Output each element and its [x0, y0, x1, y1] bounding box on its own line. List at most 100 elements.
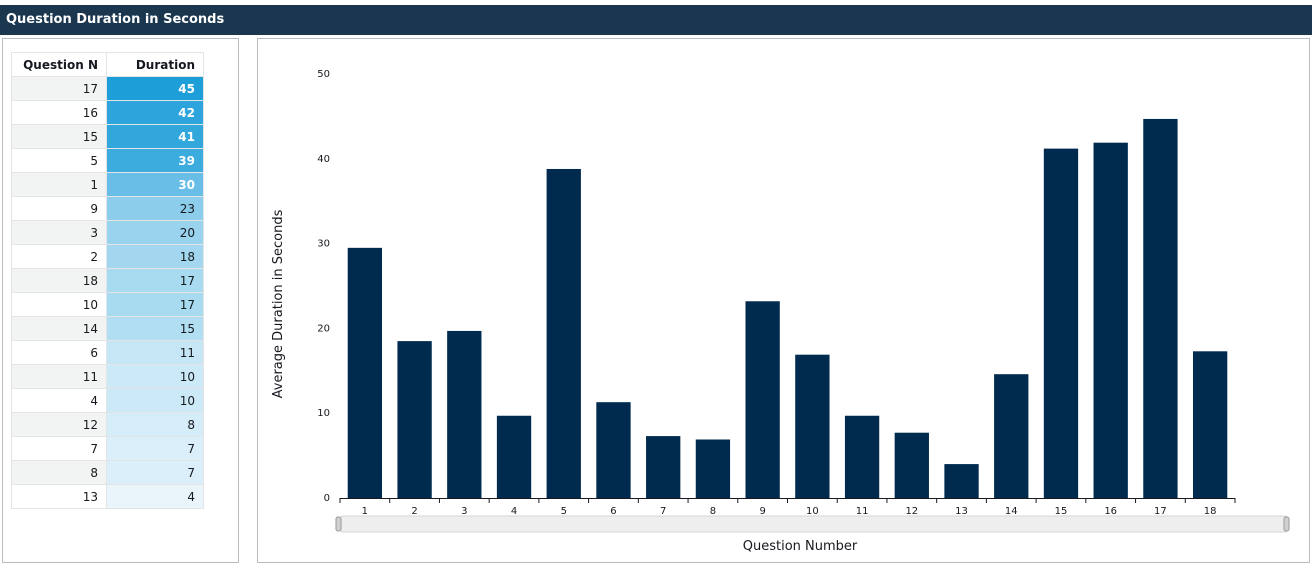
- question-number-cell: 12: [11, 412, 107, 437]
- y-tick-label: 30: [317, 239, 330, 250]
- duration-cell: 39: [106, 148, 204, 173]
- table-row[interactable]: 15 41: [11, 124, 204, 149]
- duration-cell: 30: [106, 172, 204, 197]
- x-tick-label: 9: [759, 506, 765, 517]
- range-scrollbar[interactable]: [339, 515, 1289, 533]
- bar-question-17[interactable]: [1143, 118, 1178, 498]
- bar-question-4[interactable]: [496, 415, 532, 498]
- duration-cell: 41: [106, 124, 204, 149]
- duration-cell: 17: [106, 268, 204, 293]
- table-row[interactable]: 13 4: [11, 484, 204, 509]
- question-number-cell: 13: [11, 484, 107, 509]
- question-number-cell: 2: [11, 244, 107, 269]
- table-row[interactable]: 5 39: [11, 148, 204, 173]
- x-tick-label: 7: [660, 506, 666, 517]
- table-row[interactable]: 11 10: [11, 364, 204, 389]
- x-tick-label: 17: [1154, 506, 1167, 517]
- bar-question-10[interactable]: [795, 354, 830, 498]
- duration-cell: 45: [106, 76, 204, 101]
- table-row[interactable]: 18 17: [11, 268, 204, 293]
- bar-question-2[interactable]: [397, 341, 432, 498]
- range-handle-left[interactable]: [335, 516, 342, 532]
- x-tick-label: 1: [362, 506, 368, 517]
- x-tick-label: 5: [561, 506, 567, 517]
- bar-question-3[interactable]: [447, 330, 482, 498]
- table-body: 17 45 16 42 15 41 5 39 1 30 9 23 3 20 2 18 18 17 10 17 14 15 6…: [11, 76, 204, 509]
- question-number-cell: 14: [11, 316, 107, 341]
- bar-question-12[interactable]: [894, 432, 929, 498]
- bar-question-9[interactable]: [745, 301, 780, 498]
- table-row[interactable]: 6 11: [11, 340, 204, 365]
- bar-question-11[interactable]: [844, 415, 880, 498]
- duration-table: Question N Duration 17 45 16 42 15 41 5 39 1 30 9 2…: [11, 52, 204, 509]
- duration-table-panel: Question N Duration 17 45 16 42 15 41 5 39 1 30 9 2…: [2, 38, 239, 563]
- x-tick-label: 14: [1005, 506, 1018, 517]
- question-number-cell: 4: [11, 388, 107, 413]
- table-row[interactable]: 10 17: [11, 292, 204, 317]
- question-number-cell: 8: [11, 460, 107, 485]
- table-row[interactable]: 2 18: [11, 244, 204, 269]
- x-axis-title: Question Number: [743, 539, 858, 554]
- bar-question-14[interactable]: [994, 374, 1029, 498]
- duration-cell: 10: [106, 388, 204, 413]
- duration-cell: 42: [106, 100, 204, 125]
- duration-cell: 10: [106, 364, 204, 389]
- bar-question-7[interactable]: [646, 436, 681, 498]
- y-tick-label: 10: [317, 408, 330, 419]
- x-tick-label: 12: [905, 506, 918, 517]
- duration-cell: 17: [106, 292, 204, 317]
- question-number-cell: 10: [11, 292, 107, 317]
- table-row[interactable]: 14 15: [11, 316, 204, 341]
- duration-cell: 7: [106, 460, 204, 485]
- bar-question-15[interactable]: [1043, 148, 1079, 498]
- table-row[interactable]: 16 42: [11, 100, 204, 125]
- question-number-cell: 11: [11, 364, 107, 389]
- duration-cell: 7: [106, 436, 204, 461]
- bar-question-1[interactable]: [347, 247, 383, 498]
- duration-cell: 4: [106, 484, 204, 509]
- duration-cell: 20: [106, 220, 204, 245]
- bar-question-5[interactable]: [546, 168, 581, 498]
- x-tick-label: 8: [710, 506, 716, 517]
- bar-question-8[interactable]: [695, 439, 731, 498]
- bar-chart-panel: 0 10 20 30 40 50 1 2 3 4 5 6 7 8 9 10 11 12 13 14 15 16 17 18 Qu…: [257, 38, 1310, 563]
- question-number-cell: 17: [11, 76, 107, 101]
- duration-cell: 11: [106, 340, 204, 365]
- question-number-cell: 6: [11, 340, 107, 365]
- x-tick-label: 2: [411, 506, 417, 517]
- table-row[interactable]: 9 23: [11, 196, 204, 221]
- column-header-duration[interactable]: Duration: [106, 52, 204, 77]
- duration-cell: 18: [106, 244, 204, 269]
- bar-question-16[interactable]: [1093, 142, 1128, 499]
- column-header-question[interactable]: Question N: [11, 52, 107, 77]
- x-tick-label: 15: [1055, 506, 1068, 517]
- question-number-cell: 5: [11, 148, 107, 173]
- table-header-row: Question N Duration: [11, 52, 204, 77]
- x-tick-label: 13: [955, 506, 968, 517]
- bar-question-13[interactable]: [944, 464, 979, 498]
- table-row[interactable]: 1 30: [11, 172, 204, 197]
- range-handle-right[interactable]: [1283, 516, 1290, 532]
- table-row[interactable]: 17 45: [11, 76, 204, 101]
- table-row[interactable]: 3 20: [11, 220, 204, 245]
- x-tick-label: 4: [511, 506, 517, 517]
- x-tick-label: 18: [1204, 506, 1217, 517]
- x-tick-label: 6: [610, 506, 616, 517]
- y-tick-label: 0: [324, 493, 330, 504]
- question-number-cell: 16: [11, 100, 107, 125]
- question-number-cell: 1: [11, 172, 107, 197]
- bar-question-6[interactable]: [596, 402, 631, 498]
- y-tick-label: 20: [317, 323, 330, 334]
- bar-question-18[interactable]: [1192, 351, 1228, 498]
- question-number-cell: 18: [11, 268, 107, 293]
- table-row[interactable]: 12 8: [11, 412, 204, 437]
- y-tick-label: 40: [317, 154, 330, 165]
- y-axis-title: Average Duration in Seconds: [271, 209, 286, 398]
- table-row[interactable]: 4 10: [11, 388, 204, 413]
- question-number-cell: 9: [11, 196, 107, 221]
- duration-cell: 8: [106, 412, 204, 437]
- x-tick-label: 11: [856, 506, 869, 517]
